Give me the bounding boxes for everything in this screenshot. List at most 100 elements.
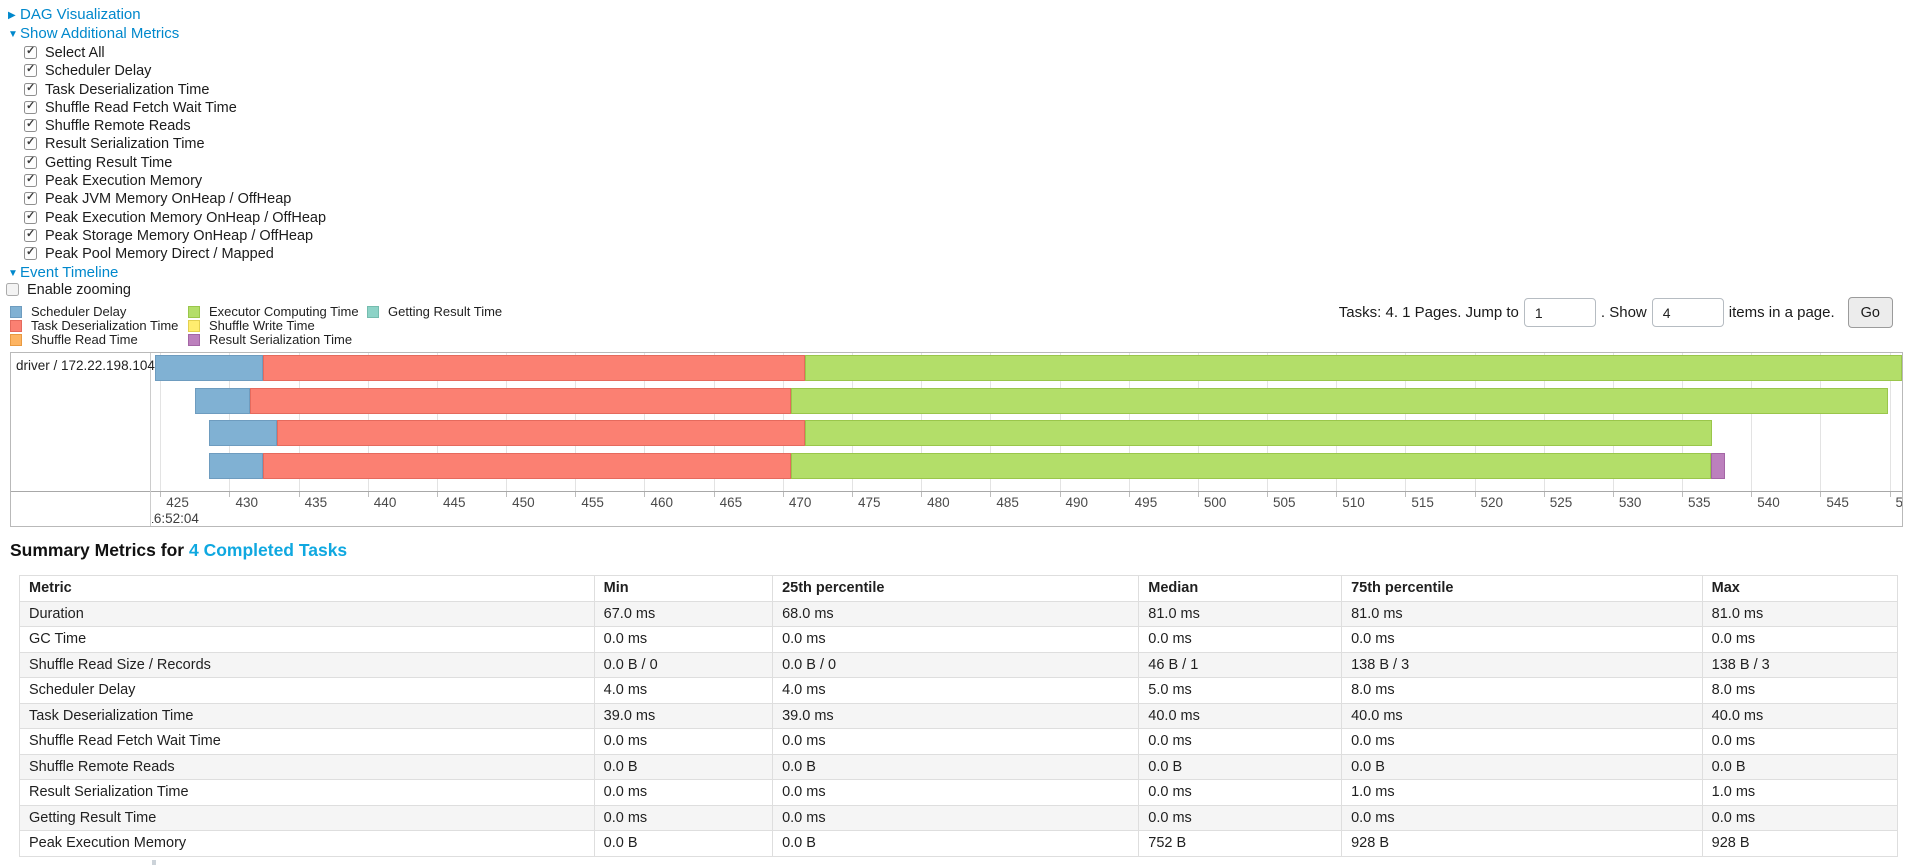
task-bar-segment-task-deserialization[interactable] <box>262 453 792 479</box>
tick-label: 540 <box>1757 495 1780 510</box>
task-bar-segment-task-deserialization[interactable] <box>262 355 805 381</box>
metric-value-cell: 67.0 ms <box>593 600 774 627</box>
metric-checkbox-item: Peak Pool Memory Direct / Mapped <box>24 245 326 263</box>
show-additional-metrics-toggle[interactable]: ▼ Show Additional Metrics <box>8 25 179 42</box>
task-bar-segment-executor-computing[interactable] <box>804 355 1902 381</box>
enable-zooming-checkbox[interactable] <box>6 283 19 296</box>
gridline <box>1751 353 1753 491</box>
metric-value-cell: 0.0 ms <box>1341 626 1703 653</box>
metric-value-cell: 40.0 ms <box>1701 702 1899 729</box>
metric-value-cell: 0.0 ms <box>1138 728 1343 755</box>
metric-checkbox-label: Peak JVM Memory OnHeap / OffHeap <box>45 191 292 208</box>
task-timeline-row <box>152 453 1902 479</box>
tick-label: 460 <box>650 495 674 510</box>
metric-checkbox-item: Shuffle Remote Reads <box>24 117 326 135</box>
completed-tasks-link[interactable]: 4 Completed Tasks <box>188 540 348 560</box>
enable-zooming-row: Enable zooming <box>6 282 131 298</box>
metric-checkbox-item: Task Deserialization Time <box>24 81 326 99</box>
task-bar-segment-scheduler-delay[interactable] <box>154 355 263 381</box>
metric-checkbox[interactable] <box>24 136 37 151</box>
metric-checkbox[interactable] <box>24 228 37 242</box>
metric-checkbox-label: Shuffle Remote Reads <box>45 118 191 135</box>
task-bar-segment-executor-computing[interactable] <box>791 453 1712 479</box>
task-bar-segment-result-serialization[interactable] <box>1711 453 1725 479</box>
shuffle-read-swatch-icon <box>10 334 22 347</box>
task-bar-segment-scheduler-delay[interactable] <box>194 388 251 414</box>
metric-checkbox-item: Getting Result Time <box>24 154 326 172</box>
metric-checkbox-item: Select All <box>24 44 326 62</box>
show-additional-metrics-link[interactable]: Show Additional Metrics <box>20 25 180 42</box>
task-bar-segment-executor-computing[interactable] <box>791 388 1889 414</box>
metric-checkbox[interactable] <box>24 100 37 114</box>
metric-value-cell: 40.0 ms <box>1341 702 1703 729</box>
go-button[interactable]: Go <box>1847 297 1893 328</box>
metric-value-cell: 0.0 ms <box>772 779 1140 806</box>
metric-value-cell: 0.0 B <box>1701 753 1899 780</box>
task-bar-segment-executor-computing[interactable] <box>804 420 1713 446</box>
metric-checkbox-item: Result Serialization Time <box>24 135 326 153</box>
jump-to-page-input[interactable] <box>1523 298 1596 327</box>
legend-label: Result Serialization Time <box>209 332 353 348</box>
dag-visualization-toggle[interactable]: ▶ DAG Visualization <box>8 6 141 23</box>
metric-value-cell: 0.0 B / 0 <box>593 651 774 678</box>
task-bar-segment-task-deserialization[interactable] <box>276 420 805 446</box>
task-bar-segment-task-deserialization[interactable] <box>250 388 792 414</box>
metric-checkbox-label: Task Deserialization Time <box>45 81 210 98</box>
summary-column-header: Max <box>1701 575 1899 602</box>
tick-mark <box>1267 492 1269 497</box>
tick-label: 510 <box>1342 495 1365 510</box>
metric-checkbox[interactable] <box>24 63 37 78</box>
metric-name-cell: GC Time <box>19 626 595 653</box>
metric-checkbox-label: Getting Result Time <box>45 154 173 171</box>
metric-value-cell: 8.0 ms <box>1341 677 1703 704</box>
task-bar-segment-scheduler-delay[interactable] <box>208 453 263 479</box>
axis-time-label: 16:52:04 <box>152 511 199 526</box>
task-timeline-row <box>152 420 1902 446</box>
metric-value-cell: 0.0 ms <box>1138 626 1343 653</box>
legend-item-shuffle-write: Shuffle Write Time <box>188 319 367 333</box>
metric-name-cell: Duration <box>19 600 595 627</box>
metric-value-cell: 39.0 ms <box>772 702 1140 729</box>
tick-mark <box>1612 492 1614 497</box>
tick-mark <box>1820 492 1822 497</box>
metric-checkbox[interactable] <box>24 45 37 59</box>
tick-mark <box>1059 492 1061 497</box>
metric-checkbox[interactable] <box>24 246 37 261</box>
tick-label: 435 <box>304 495 328 510</box>
tick-label: 480 <box>927 495 950 510</box>
gridline <box>1820 353 1822 491</box>
event-timeline-toggle[interactable]: ▼ Event Timeline <box>8 264 118 281</box>
tick-mark <box>852 492 853 497</box>
event-timeline-link[interactable]: Event Timeline <box>20 264 119 281</box>
metric-value-cell: 81.0 ms <box>1341 600 1703 627</box>
metric-checkbox[interactable] <box>24 173 37 188</box>
enable-zooming-label: Enable zooming <box>27 282 131 298</box>
tick-label: 535 <box>1688 495 1711 510</box>
metric-checkbox-label: Peak Execution Memory <box>45 173 203 190</box>
legend-label: Shuffle Write Time <box>209 318 315 334</box>
metric-value-cell: 928 B <box>1341 830 1703 857</box>
metric-checkbox[interactable] <box>24 82 37 96</box>
metric-value-cell: 0.0 ms <box>1341 728 1703 755</box>
items-per-page-input[interactable] <box>1651 298 1724 327</box>
metric-checkbox[interactable] <box>24 118 37 133</box>
legend-column: Scheduler Delay Task Deserialization Time… <box>10 304 188 348</box>
result-serialization-swatch-icon <box>188 334 200 347</box>
dag-visualization-link[interactable]: DAG Visualization <box>20 6 141 23</box>
tick-label: 530 <box>1618 495 1642 510</box>
legend-column: Executor Computing Time Shuffle Write Tim… <box>188 304 367 348</box>
metric-value-cell: 138 B / 3 <box>1701 651 1899 678</box>
tick-mark <box>367 492 369 497</box>
tick-label: 550 <box>1895 495 1902 510</box>
task-bar-segment-scheduler-delay[interactable] <box>208 420 277 446</box>
tick-mark <box>298 492 300 497</box>
tick-label: 515 <box>1411 495 1434 510</box>
legend-label: Scheduler Delay <box>31 304 127 319</box>
metric-checkbox[interactable] <box>24 210 37 224</box>
metric-value-cell: 5.0 ms <box>1138 677 1343 704</box>
legend-label: Getting Result Time <box>388 304 503 319</box>
metric-checkbox[interactable] <box>24 155 37 169</box>
legend-item-result-serialization: Result Serialization Time <box>188 333 367 347</box>
metric-checkbox[interactable] <box>24 191 37 206</box>
tick-label: 430 <box>235 495 258 510</box>
